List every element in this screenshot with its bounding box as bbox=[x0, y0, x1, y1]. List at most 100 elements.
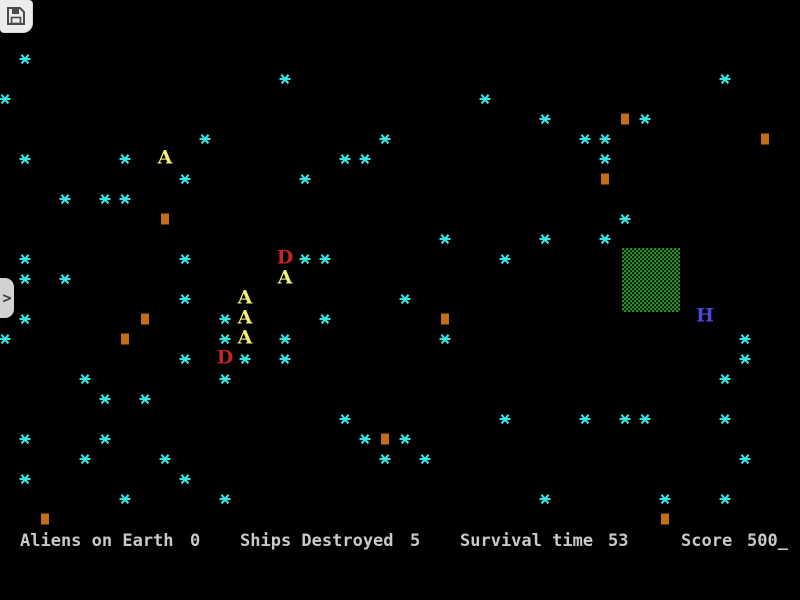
star bbox=[539, 113, 551, 125]
debris bbox=[141, 313, 149, 325]
star bbox=[179, 293, 191, 305]
star bbox=[359, 433, 371, 445]
star bbox=[59, 273, 71, 285]
ships-destroyed-value: 5 bbox=[410, 531, 421, 551]
floppy-disk-icon bbox=[7, 7, 25, 25]
star bbox=[139, 393, 151, 405]
alien-a: A bbox=[277, 266, 293, 289]
star bbox=[579, 413, 591, 425]
star bbox=[239, 353, 251, 365]
debris bbox=[381, 433, 389, 445]
star bbox=[719, 373, 731, 385]
chevron-right-icon: > bbox=[2, 289, 12, 307]
ship-h: H bbox=[696, 304, 714, 327]
star bbox=[19, 473, 31, 485]
ship-d: D bbox=[216, 346, 234, 369]
star bbox=[719, 493, 731, 505]
star bbox=[299, 173, 311, 185]
ship-d: D bbox=[276, 246, 294, 269]
debris bbox=[121, 333, 129, 345]
debris bbox=[441, 313, 449, 325]
star bbox=[499, 253, 511, 265]
drawer-tab[interactable]: > bbox=[0, 278, 14, 318]
star bbox=[179, 353, 191, 365]
star bbox=[739, 453, 751, 465]
star bbox=[379, 133, 391, 145]
star bbox=[0, 333, 11, 345]
star bbox=[19, 433, 31, 445]
star bbox=[639, 113, 651, 125]
star bbox=[719, 413, 731, 425]
star bbox=[79, 373, 91, 385]
score-label: Score bbox=[681, 531, 733, 551]
debris bbox=[661, 513, 669, 525]
star bbox=[279, 333, 291, 345]
star bbox=[599, 133, 611, 145]
star bbox=[119, 493, 131, 505]
star bbox=[379, 453, 391, 465]
debris bbox=[41, 513, 49, 525]
alien-a: A bbox=[237, 306, 253, 329]
star bbox=[299, 253, 311, 265]
debris bbox=[761, 133, 769, 145]
star bbox=[279, 73, 291, 85]
alien-a: A bbox=[237, 286, 253, 309]
debris bbox=[161, 213, 169, 225]
star bbox=[499, 413, 511, 425]
alien-a: A bbox=[237, 326, 253, 349]
star bbox=[19, 313, 31, 325]
star bbox=[219, 313, 231, 325]
star bbox=[739, 333, 751, 345]
star bbox=[19, 53, 31, 65]
survival-time-label: Survival time bbox=[460, 531, 594, 551]
star bbox=[0, 93, 11, 105]
star bbox=[439, 233, 451, 245]
star bbox=[539, 493, 551, 505]
star bbox=[399, 433, 411, 445]
star bbox=[619, 213, 631, 225]
star bbox=[579, 133, 591, 145]
score-number: 500 bbox=[747, 531, 778, 551]
debris bbox=[621, 113, 629, 125]
star bbox=[619, 413, 631, 425]
save-button[interactable] bbox=[0, 0, 33, 33]
star bbox=[99, 433, 111, 445]
star bbox=[59, 193, 71, 205]
shade-block bbox=[622, 248, 680, 312]
star bbox=[19, 273, 31, 285]
star bbox=[599, 153, 611, 165]
star bbox=[719, 73, 731, 85]
status-bar: Aliens on Earth 0 Ships Destroyed 5 Surv… bbox=[0, 527, 800, 553]
aliens-on-earth-label: Aliens on Earth bbox=[20, 531, 174, 551]
star bbox=[659, 493, 671, 505]
debris bbox=[601, 173, 609, 185]
star bbox=[99, 193, 111, 205]
star bbox=[219, 373, 231, 385]
star bbox=[539, 233, 551, 245]
star bbox=[199, 133, 211, 145]
star bbox=[79, 453, 91, 465]
survival-time-value: 53 bbox=[608, 531, 629, 551]
star bbox=[599, 233, 611, 245]
star bbox=[19, 153, 31, 165]
star bbox=[319, 253, 331, 265]
star bbox=[399, 293, 411, 305]
ships-destroyed-label: Ships Destroyed bbox=[240, 531, 394, 551]
star bbox=[479, 93, 491, 105]
star bbox=[119, 193, 131, 205]
star bbox=[19, 253, 31, 265]
star bbox=[339, 153, 351, 165]
star bbox=[319, 313, 331, 325]
star bbox=[219, 493, 231, 505]
alien-a: A bbox=[157, 146, 173, 169]
star bbox=[179, 473, 191, 485]
text-cursor: _ bbox=[777, 531, 788, 551]
star bbox=[159, 453, 171, 465]
star bbox=[119, 153, 131, 165]
star bbox=[219, 333, 231, 345]
score-value: 500_ bbox=[747, 531, 788, 551]
star bbox=[439, 333, 451, 345]
star bbox=[419, 453, 431, 465]
